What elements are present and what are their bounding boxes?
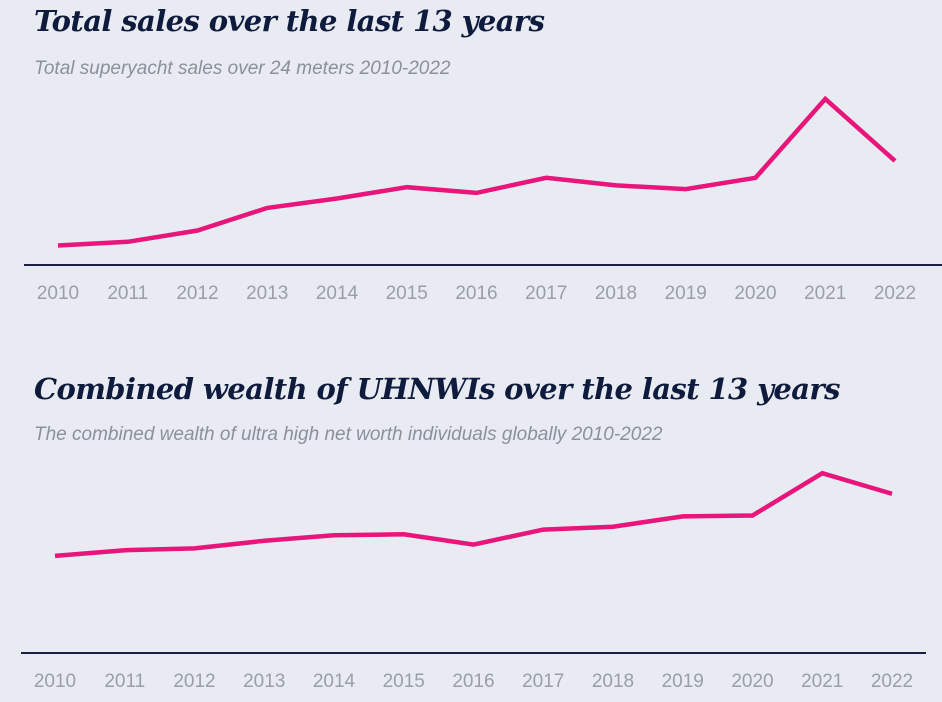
x-tick-label: 2016 (455, 283, 497, 304)
x-tick-label: 2022 (871, 671, 913, 692)
x-tick-label: 2012 (173, 671, 215, 692)
x-tick-label: 2011 (104, 671, 145, 692)
x-tick-label: 2020 (734, 283, 776, 304)
x-tick-label: 2018 (595, 283, 637, 304)
x-tick-label: 2011 (107, 283, 148, 304)
x-tick-label: 2020 (731, 671, 773, 692)
sales-line-plot: 2010 2011 2012 2013 2014 2015 2016 2017 2018 2019… (24, 95, 942, 304)
series-line (57, 95, 897, 248)
sales-chart: Total sales over the last 13 years Total… (0, 0, 942, 330)
x-tick-label: 2018 (592, 671, 634, 692)
x-tick-label: 2019 (665, 283, 707, 304)
x-tick-label: 2010 (34, 671, 76, 692)
x-tick-label: 2013 (246, 283, 288, 304)
x-tick-label: 2015 (386, 283, 428, 304)
x-tick-label: 2021 (804, 283, 846, 304)
chart-title: Combined wealth of UHNWIs over the last … (34, 372, 840, 406)
chart-title: Total sales over the last 13 years (34, 4, 545, 38)
series-line (54, 470, 893, 559)
x-tick-label: 2010 (37, 283, 79, 304)
x-tick-label: 2014 (316, 283, 359, 304)
x-tick-label: 2017 (522, 671, 564, 692)
x-tick-label: 2022 (874, 283, 916, 304)
x-tick-label: 2019 (662, 671, 704, 692)
x-tick-label: 2013 (243, 671, 285, 692)
x-tick-label: 2014 (313, 671, 356, 692)
chart-subtitle: The combined wealth of ultra high net wo… (34, 424, 663, 445)
chart-subtitle: Total superyacht sales over 24 meters 20… (34, 58, 451, 79)
wealth-line-plot: 2010 2011 2012 2013 2014 2015 2016 2017 2018 2019… (21, 470, 926, 692)
x-tick-label: 2016 (452, 671, 494, 692)
x-tick-label: 2015 (383, 671, 425, 692)
x-tick-label: 2021 (801, 671, 843, 692)
x-tick-label: 2017 (525, 283, 567, 304)
wealth-chart: Combined wealth of UHNWIs over the last … (0, 366, 942, 702)
x-tick-label: 2012 (176, 283, 218, 304)
